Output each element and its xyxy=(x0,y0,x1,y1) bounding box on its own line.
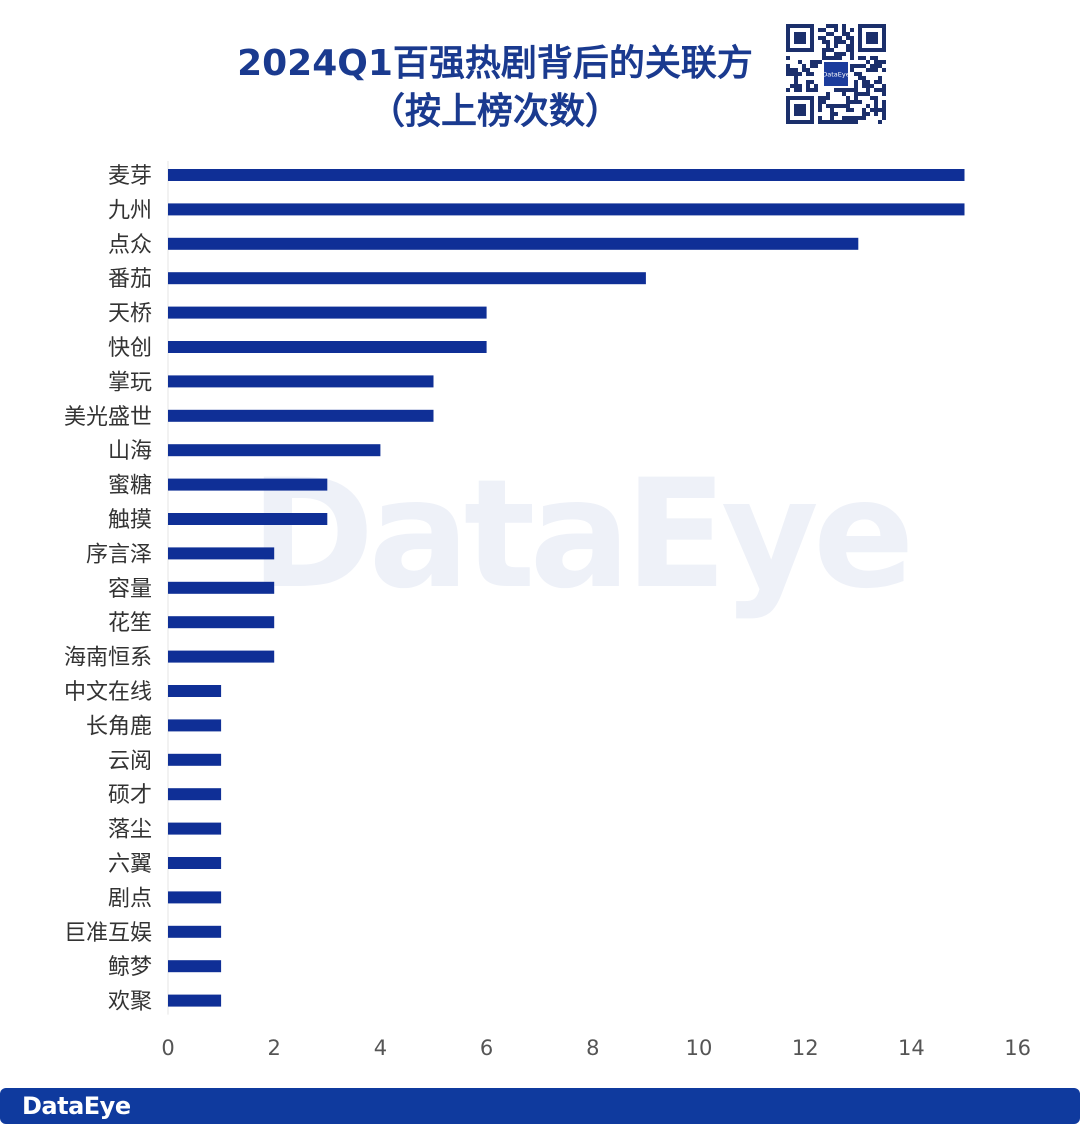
category-label: 序言泽 xyxy=(86,542,152,567)
bar xyxy=(168,891,222,904)
bar xyxy=(168,753,222,766)
footer-brand: DataEye xyxy=(22,1092,131,1120)
category-label: 花笙 xyxy=(108,611,152,636)
chart-title-line2: （按上榜次数） xyxy=(368,91,621,132)
x-tick-label: 0 xyxy=(161,1036,174,1060)
bar-chart: 麦芽九州点众番茄天桥快创掌玩美光盛世山海蜜糖触摸序言泽容量花笙海南恒系中文在线长… xyxy=(64,161,1031,1060)
bar xyxy=(168,616,275,629)
category-label: 美光盛世 xyxy=(64,405,152,430)
category-label: 六翼 xyxy=(108,852,152,877)
bar xyxy=(168,478,328,491)
category-label: 中文在线 xyxy=(64,680,152,705)
bar xyxy=(168,375,434,388)
x-tick-label: 10 xyxy=(686,1036,713,1060)
bar xyxy=(168,203,965,216)
bar xyxy=(168,547,275,560)
bar xyxy=(168,237,859,250)
bar xyxy=(168,169,965,181)
qr-code[interactable]: DataEye xyxy=(786,24,886,124)
x-tick-label: 14 xyxy=(898,1036,925,1060)
x-tick-label: 16 xyxy=(1004,1036,1031,1060)
category-label: 欢聚 xyxy=(108,990,152,1015)
category-label: 云阅 xyxy=(108,749,152,774)
category-label: 番茄 xyxy=(108,267,152,292)
category-label: 巨准互娱 xyxy=(64,921,152,946)
bar xyxy=(168,685,222,697)
category-label: 硕才 xyxy=(108,783,152,808)
category-label: 掌玩 xyxy=(108,370,152,395)
category-label: 蜜糖 xyxy=(108,474,152,499)
bar xyxy=(168,306,487,319)
category-label: 九州 xyxy=(108,198,152,223)
category-label: 快创 xyxy=(108,336,152,361)
category-label: 触摸 xyxy=(108,508,152,533)
bar xyxy=(168,719,222,732)
bar xyxy=(168,925,222,938)
category-label: 麦芽 xyxy=(108,164,152,189)
x-tick-label: 4 xyxy=(374,1036,387,1060)
bar xyxy=(168,822,222,835)
x-tick-label: 8 xyxy=(586,1036,599,1060)
x-tick-label: 2 xyxy=(268,1036,281,1060)
chart-title: 2024Q1百强热剧背后的关联方 （按上榜次数） xyxy=(180,40,810,136)
category-label: 山海 xyxy=(108,439,152,464)
x-tick-label: 12 xyxy=(792,1036,819,1060)
bar xyxy=(168,409,434,422)
category-label: 鲸梦 xyxy=(108,955,152,980)
category-label: 落尘 xyxy=(108,818,152,843)
bar xyxy=(168,581,275,594)
category-label: 海南恒系 xyxy=(64,646,152,671)
footer-bar: DataEye xyxy=(0,1088,1080,1124)
bar xyxy=(168,513,328,525)
bar xyxy=(168,960,222,973)
qr-center-label: DataEye xyxy=(822,71,849,79)
qr-center-logo xyxy=(824,62,848,86)
chart-title-line1: 2024Q1百强热剧背后的关联方 xyxy=(237,43,753,84)
bar xyxy=(168,994,222,1007)
bar xyxy=(168,272,646,285)
category-label: 容量 xyxy=(108,577,152,602)
bar xyxy=(168,857,222,869)
bar xyxy=(168,444,381,457)
category-label: 剧点 xyxy=(108,886,152,911)
category-label: 天桥 xyxy=(108,302,152,327)
bar xyxy=(168,650,275,663)
bar xyxy=(168,341,487,353)
category-label: 点众 xyxy=(108,233,152,258)
qr-modules xyxy=(786,24,886,124)
bar xyxy=(168,788,222,801)
category-label: 长角鹿 xyxy=(86,714,152,739)
x-tick-label: 6 xyxy=(480,1036,493,1060)
